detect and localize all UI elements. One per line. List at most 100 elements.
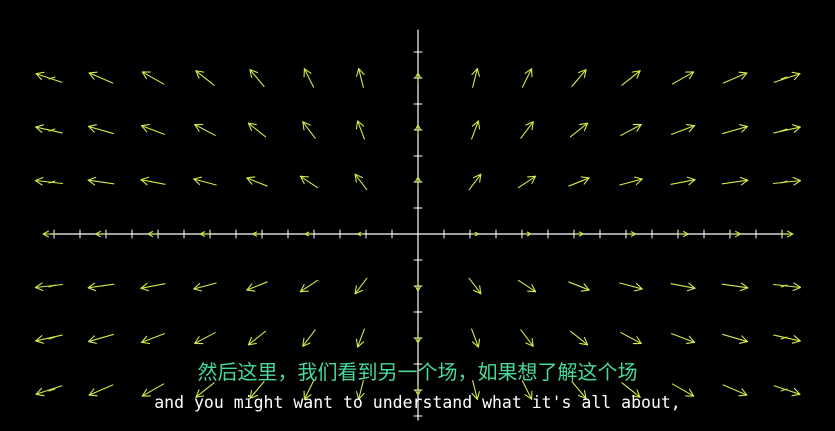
field-arrow	[303, 68, 315, 88]
field-arrow	[780, 230, 794, 238]
field-arrow	[677, 230, 689, 238]
field-arrow	[571, 69, 587, 87]
field-arrow	[355, 120, 365, 140]
field-arrow	[773, 334, 801, 344]
subtitle-english: and you might want to understand what it…	[154, 393, 681, 412]
field-arrow	[521, 380, 533, 400]
field-arrow	[773, 71, 801, 83]
field-arrow	[252, 231, 262, 237]
field-arrow	[147, 230, 159, 238]
field-arrow	[414, 72, 422, 84]
field-arrow	[194, 332, 216, 345]
field-arrow	[88, 333, 114, 344]
field-arrow	[246, 176, 268, 187]
field-arrow	[247, 330, 267, 346]
field-arrow	[772, 282, 802, 292]
field-arrow	[194, 123, 216, 136]
field-arrow	[414, 384, 422, 396]
field-arrow	[356, 380, 365, 400]
field-arrow	[141, 383, 165, 397]
field-arrow	[568, 281, 590, 292]
field-arrow	[670, 176, 696, 186]
field-arrow	[517, 175, 537, 189]
field-arrow	[721, 282, 749, 292]
field-arrow	[140, 176, 166, 186]
field-arrow	[199, 231, 211, 237]
field-arrow	[414, 332, 422, 344]
edge-dash	[48, 180, 56, 184]
field-arrow	[620, 123, 642, 136]
field-arrow	[520, 329, 534, 347]
field-arrow	[246, 281, 268, 292]
edge-dash	[780, 336, 788, 340]
field-arrow	[195, 70, 215, 86]
field-arrow	[671, 71, 695, 85]
field-arrow	[42, 230, 56, 238]
field-arrow	[414, 124, 422, 136]
edge-dash	[780, 388, 788, 392]
field-arrow	[625, 231, 637, 237]
field-arrow	[773, 124, 801, 134]
field-arrow	[247, 122, 267, 138]
field-arrow	[721, 176, 749, 186]
edge-dash	[48, 388, 56, 392]
field-arrow	[471, 328, 481, 348]
field-arrow	[303, 380, 315, 400]
field-arrow	[671, 383, 695, 397]
field-arrow	[621, 382, 641, 398]
field-arrow	[722, 384, 748, 397]
edge-dash	[48, 284, 56, 288]
field-arrow	[88, 71, 114, 84]
field-arrow	[571, 381, 587, 399]
field-arrow	[95, 230, 107, 238]
field-arrow	[140, 282, 166, 292]
vector-field-arrows	[34, 68, 802, 400]
edge-dash	[48, 336, 56, 340]
field-arrow	[568, 176, 590, 187]
field-arrow	[193, 176, 217, 186]
field-arrow	[34, 282, 64, 292]
field-arrow	[517, 279, 537, 293]
field-arrow	[414, 280, 422, 292]
field-arrow	[670, 123, 696, 135]
field-arrow	[87, 282, 115, 292]
field-arrow	[88, 384, 114, 397]
field-arrow	[772, 176, 802, 186]
field-arrow	[357, 231, 365, 237]
field-arrow	[141, 71, 165, 85]
field-arrow	[249, 69, 265, 87]
field-arrow	[299, 279, 319, 293]
edge-dash	[780, 128, 788, 132]
field-arrow	[471, 231, 479, 237]
field-arrow	[620, 332, 642, 345]
field-arrow	[356, 68, 365, 88]
field-arrow	[299, 175, 319, 189]
edge-dash	[780, 76, 788, 80]
field-arrow	[414, 176, 422, 188]
field-arrow	[520, 121, 534, 139]
field-arrow	[619, 282, 643, 292]
field-arrow	[722, 333, 748, 344]
field-arrow	[140, 333, 166, 345]
field-arrow	[35, 334, 63, 344]
field-arrow	[574, 231, 584, 237]
field-arrow	[619, 176, 643, 186]
field-arrow	[302, 329, 316, 347]
field-arrow	[88, 124, 114, 135]
field-arrow	[87, 176, 115, 186]
field-arrow	[722, 71, 748, 84]
field-arrow	[569, 122, 589, 138]
field-arrow	[35, 124, 63, 134]
field-arrow	[468, 173, 482, 191]
field-arrow	[35, 385, 63, 397]
field-arrow	[471, 120, 481, 140]
edge-dash	[48, 128, 56, 132]
field-arrow	[34, 176, 64, 186]
field-arrow	[729, 230, 741, 238]
field-arrow	[670, 333, 696, 345]
field-arrow	[355, 328, 365, 348]
subtitle-chinese: 然后这里，我们看到另一个场，如果想了解这个场	[197, 360, 638, 384]
field-arrow	[354, 173, 368, 191]
